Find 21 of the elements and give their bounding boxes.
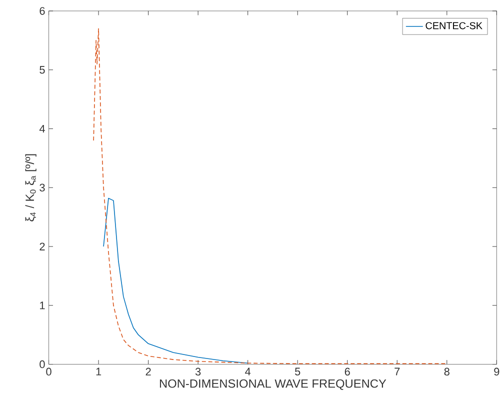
x-tick-label: 7	[394, 368, 400, 376]
y-tick-label: 2	[40, 242, 45, 250]
y-tick-label: 1	[40, 302, 45, 310]
legend-label: CENTEC-SK	[426, 22, 482, 30]
x-tick-label: 2	[146, 368, 151, 376]
line-series	[103, 198, 248, 364]
x-tick-label: 6	[344, 368, 350, 376]
x-axis-title: NON-DIMENSIONAL WAVE FREQUENCY	[160, 379, 386, 390]
x-tick-label: 5	[295, 368, 300, 376]
x-tick-label: 9	[494, 368, 500, 376]
y-tick-label: 6	[40, 7, 45, 15]
x-tick-label: 4	[245, 368, 251, 376]
y-axis-title: ξ$_{4}$ / K$_{0}$ ξ$_{a}$ [º/º]	[25, 154, 36, 222]
x-tick-label: 1	[96, 368, 102, 376]
y-tick-label: 4	[39, 124, 45, 132]
y-tick-label: 0	[40, 360, 45, 368]
x-tick-label: 0	[46, 368, 52, 376]
x-tick-label: 8	[444, 368, 450, 376]
y-tick-label: 3	[40, 184, 45, 192]
y-tick-label: 5	[40, 66, 45, 74]
x-tick-label: 3	[195, 368, 201, 376]
